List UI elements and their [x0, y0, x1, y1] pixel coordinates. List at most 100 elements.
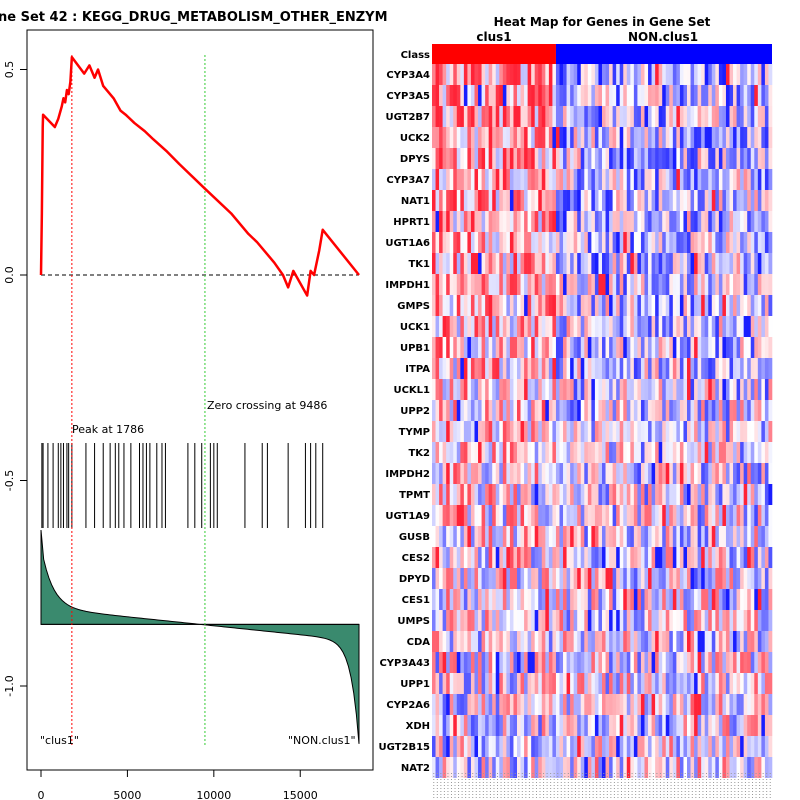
heat-cell: [446, 673, 451, 694]
heat-cell: [662, 295, 667, 316]
heat-cell: [694, 652, 698, 673]
heat-cell: [655, 757, 659, 778]
heat-cell: [499, 547, 504, 568]
heat-cell: [506, 463, 511, 484]
heat-cell: [527, 400, 532, 421]
heat-cell: [612, 505, 617, 526]
heat-cell: [435, 211, 440, 232]
heat-cell: [733, 274, 737, 295]
heat-cell: [545, 253, 550, 274]
heat-cell: [527, 379, 532, 400]
heat-cell: [690, 694, 695, 715]
heat-cell: [733, 148, 737, 169]
heat-cell: [534, 442, 539, 463]
heat-cell: [534, 64, 539, 85]
heat-cell: [456, 295, 461, 316]
heat-cell: [577, 757, 582, 778]
heat-cell: [580, 253, 585, 274]
heat-cell: [449, 169, 454, 190]
heat-cell: [747, 547, 752, 568]
heat-cell: [432, 652, 436, 673]
heat-cell: [545, 505, 550, 526]
heat-cell: [538, 610, 543, 631]
heat-cell: [435, 274, 440, 295]
heat-cell: [446, 316, 451, 337]
heat-cell: [729, 610, 734, 631]
heat-cell: [534, 190, 539, 211]
heat-cell: [630, 610, 635, 631]
heat-cell: [711, 631, 716, 652]
heat-cell: [743, 148, 748, 169]
heat-cell: [640, 127, 645, 148]
heat-cell: [548, 148, 553, 169]
heat-cell: [640, 64, 645, 85]
heat-cell: [768, 64, 773, 85]
heat-cell: [690, 736, 695, 757]
heat-cell: [470, 337, 475, 358]
heat-cell: [669, 547, 674, 568]
y-tick-label-1: 0.0: [3, 266, 16, 284]
heat-cell: [733, 631, 737, 652]
heat-cell: [432, 127, 436, 148]
heat-cell: [446, 736, 451, 757]
heat-cell: [481, 631, 486, 652]
heat-cell: [432, 274, 436, 295]
heat-cell: [478, 169, 482, 190]
heat-cell: [736, 589, 741, 610]
heat-cell: [605, 85, 610, 106]
heat-cell: [432, 421, 436, 442]
heat-cell: [442, 505, 447, 526]
heat-cell: [488, 652, 493, 673]
heat-cell: [651, 127, 656, 148]
heat-cell: [658, 568, 663, 589]
heat-cell: [470, 652, 475, 673]
heat-cell: [694, 715, 698, 736]
heat-cell: [757, 316, 762, 337]
heat-cell: [612, 526, 617, 547]
heat-cell: [481, 295, 486, 316]
heat-cell: [637, 484, 642, 505]
heat-cell: [708, 694, 713, 715]
heat-cell: [474, 694, 479, 715]
heat-cell: [676, 610, 681, 631]
heat-cell: [701, 64, 706, 85]
heat-cell: [545, 316, 550, 337]
heat-cell: [605, 127, 610, 148]
heat-cell: [566, 673, 571, 694]
heat-cell: [679, 190, 684, 211]
heat-cell: [644, 64, 649, 85]
heat-cell: [460, 442, 465, 463]
heat-cell: [432, 673, 436, 694]
heat-cell: [485, 253, 489, 274]
heat-cell: [584, 484, 589, 505]
heat-cell: [683, 295, 688, 316]
heat-cell: [669, 631, 674, 652]
heat-cell: [453, 526, 458, 547]
heat-cell: [644, 274, 649, 295]
heat-cell: [559, 379, 564, 400]
heat-cell: [708, 589, 713, 610]
heat-cell: [761, 211, 766, 232]
heat-cell: [648, 211, 652, 232]
heat-cell: [492, 169, 497, 190]
heat-cell: [683, 337, 688, 358]
heat-cell: [764, 652, 769, 673]
heat-cell: [432, 463, 436, 484]
heat-cell: [548, 526, 553, 547]
heat-cell: [463, 568, 468, 589]
heat-cell: [449, 568, 454, 589]
heat-cell: [609, 148, 613, 169]
heat-cell: [725, 148, 730, 169]
heat-cell: [577, 484, 582, 505]
heat-cell: [633, 736, 638, 757]
y-tick-label-0: 0.5: [3, 61, 16, 79]
heat-cell: [485, 652, 489, 673]
heat-cell: [563, 211, 567, 232]
heat-cell: [531, 148, 536, 169]
heat-cell: [449, 757, 454, 778]
heat-cell: [555, 526, 560, 547]
heat-cell: [640, 106, 645, 127]
heat-cell: [598, 610, 603, 631]
heat-cell: [534, 463, 539, 484]
heat-cell: [463, 694, 468, 715]
